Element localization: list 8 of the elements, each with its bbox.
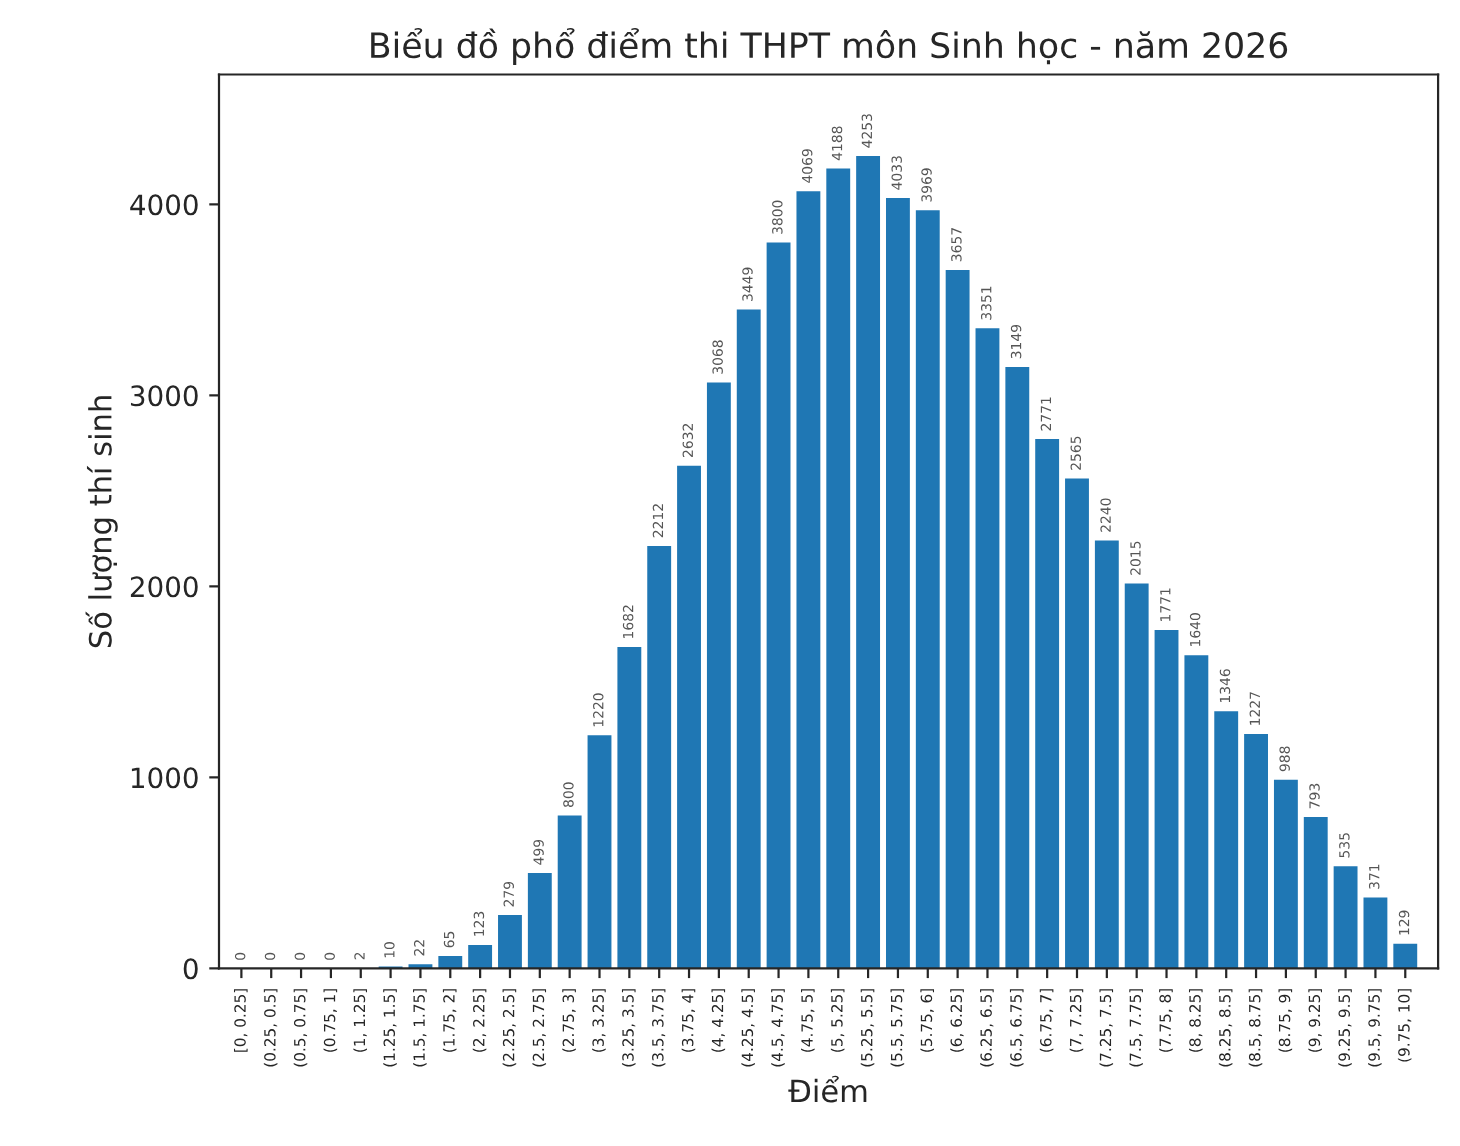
y-axis-title: Số lượng thí sinh (85, 396, 118, 648)
x-axis-title: Điểm (788, 1075, 867, 1103)
y-tick-label: 0 (183, 958, 198, 980)
y-tick-label: 2000 (130, 576, 198, 598)
y-tick-label: 3000 (130, 385, 198, 407)
y-tick-label: 4000 (130, 194, 198, 216)
chart-title: Biểu đồ phổ điểm thi THPT môn Sinh học - năm 2026 (371, 27, 1288, 66)
y-tick-label: 1000 (131, 767, 198, 789)
